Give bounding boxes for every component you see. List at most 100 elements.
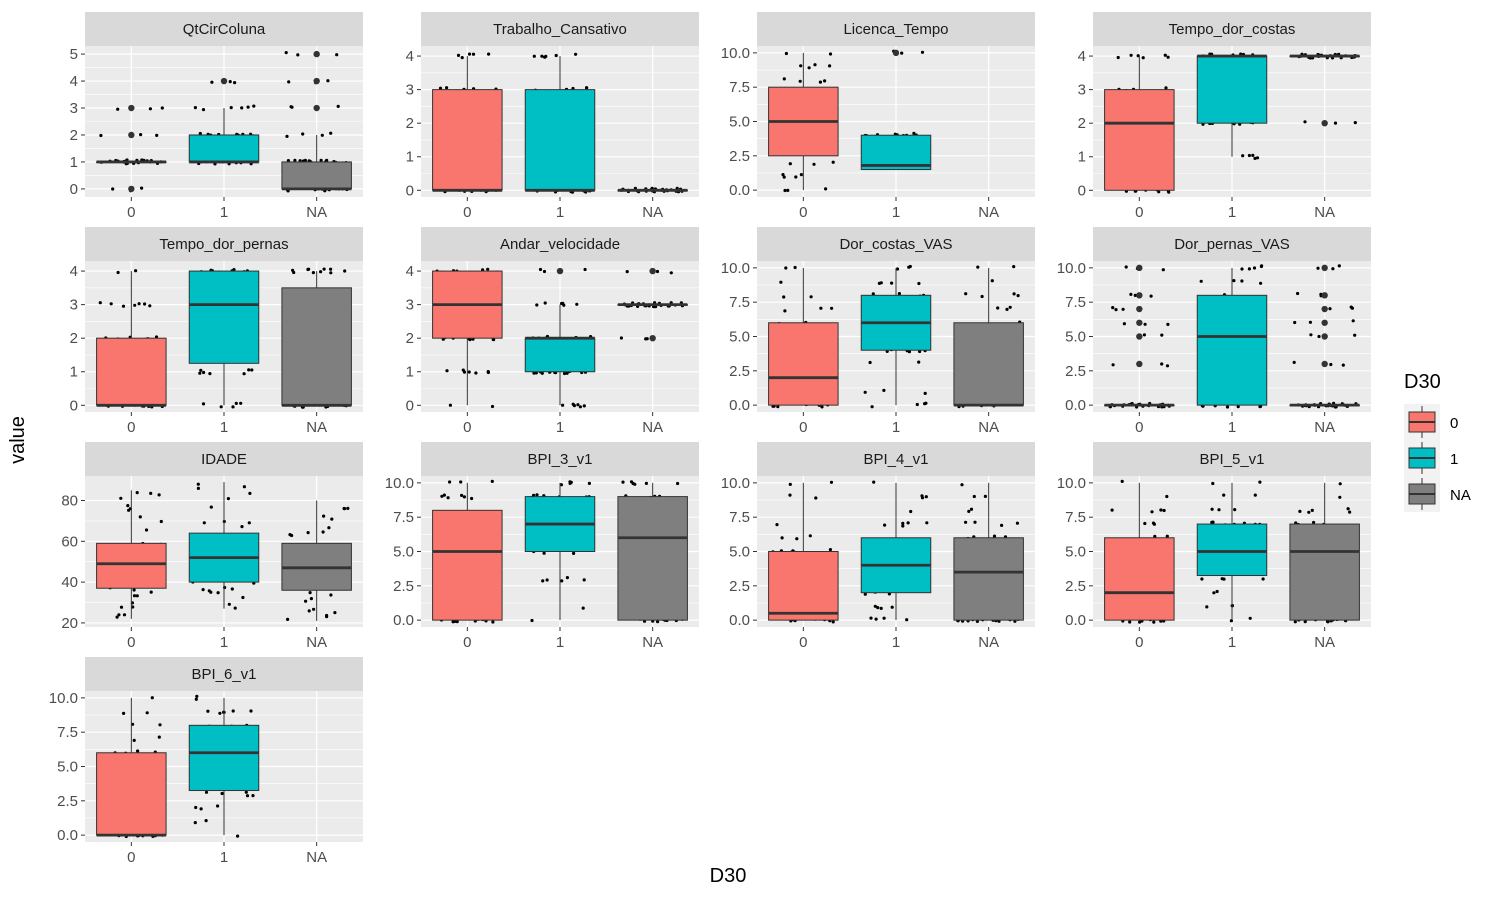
jitter-point	[560, 301, 564, 306]
box-rect	[1196, 55, 1268, 124]
jitter-point	[1307, 510, 1311, 514]
jitter-point	[1292, 360, 1296, 364]
jitter-point	[325, 158, 329, 162]
jitter-point	[116, 107, 120, 111]
box-rect	[281, 161, 352, 190]
jitter-point	[204, 790, 209, 794]
jitter-point	[1308, 320, 1312, 324]
jitter-point	[1005, 307, 1009, 311]
jitter-point	[285, 134, 289, 138]
jitter-point	[543, 301, 547, 305]
jitter-point	[1000, 523, 1004, 528]
jitter-point	[320, 133, 324, 137]
jitter-point	[1296, 291, 1300, 296]
jitter-point	[1229, 619, 1233, 623]
y-tick-label: 0	[406, 397, 414, 414]
jitter-point	[195, 694, 199, 699]
jitter-point	[448, 480, 452, 484]
jitter-point	[1233, 508, 1237, 512]
jitter-point	[249, 709, 253, 713]
strip-label: IDADE	[201, 451, 247, 468]
x-tick-label: NA	[978, 204, 999, 221]
outlier-point	[556, 267, 564, 275]
x-tick-label: NA	[1314, 419, 1335, 436]
x-tick-label: 0	[799, 634, 807, 651]
jitter-point	[1259, 281, 1263, 285]
x-tick-label: 1	[1228, 204, 1236, 221]
jitter-point	[1248, 616, 1252, 620]
jitter-point	[1160, 333, 1164, 337]
jitter-point	[879, 606, 883, 611]
y-tick-label: 3	[406, 82, 414, 99]
outlier-point	[1136, 292, 1143, 299]
jitter-point	[330, 517, 334, 521]
y-tick-label: 10.0	[721, 260, 750, 277]
jitter-point	[890, 605, 894, 609]
x-tick-label: 0	[799, 419, 807, 436]
strip-background	[85, 227, 363, 261]
jitter-point	[138, 515, 142, 519]
jitter-point	[158, 723, 162, 727]
box-BPI_5_v1-NA	[1289, 482, 1360, 624]
jitter-point	[1016, 294, 1020, 298]
jitter-point	[1142, 333, 1146, 337]
jitter-point	[780, 536, 784, 540]
jitter-point	[530, 618, 534, 623]
jitter-point	[581, 606, 585, 610]
jitter-point	[874, 617, 878, 621]
y-tick-label: 10.0	[721, 45, 750, 62]
jitter-point	[148, 304, 152, 308]
box-rect	[188, 134, 260, 163]
box-Dor_costas_VAS-0	[768, 265, 839, 409]
jitter-point	[1152, 620, 1156, 624]
x-tick-label: 1	[556, 419, 564, 436]
jitter-point	[1163, 53, 1167, 57]
jitter-point	[1258, 480, 1262, 484]
x-tick-label: 0	[1135, 204, 1143, 221]
y-tick-label: 0.0	[57, 827, 78, 844]
outlier-point	[1321, 360, 1328, 368]
facet-panel-BPI_6_v1: BPI_6_v1 0.0 2.5 5.0 7.5 10.0 0 1 NA	[49, 657, 363, 866]
jitter-point	[1129, 292, 1133, 296]
jitter-point	[135, 594, 139, 598]
x-tick-label: 0	[799, 204, 807, 221]
jitter-point	[782, 175, 786, 179]
y-tick-label: 10.0	[385, 475, 414, 492]
jitter-point	[234, 401, 238, 405]
legend: D30 0 1 NA	[1404, 371, 1471, 512]
jitter-point	[133, 303, 137, 307]
jitter-point	[1333, 121, 1338, 125]
jitter-point	[799, 173, 804, 177]
y-tick-label: 2	[1078, 115, 1086, 132]
box-BPI_4_v1-0	[768, 480, 839, 624]
jitter-point	[204, 819, 208, 823]
jitter-point	[226, 497, 230, 501]
jitter-point	[159, 519, 163, 524]
jitter-point	[140, 186, 144, 190]
strip-label: QtCirColuna	[183, 21, 266, 38]
jitter-point	[246, 105, 250, 109]
jitter-point	[115, 615, 119, 619]
box-Dor_costas_VAS-NA	[953, 265, 1024, 409]
outlier-point	[128, 104, 135, 112]
jitter-point	[117, 613, 121, 617]
box-QtCirColuna-0	[96, 104, 167, 193]
jitter-point	[983, 494, 988, 498]
jitter-point	[122, 711, 126, 716]
jitter-point	[583, 267, 587, 272]
jitter-point	[909, 509, 913, 514]
jitter-point	[248, 491, 252, 495]
jitter-point	[210, 80, 214, 84]
y-tick-label: 2	[406, 115, 414, 132]
jitter-point	[1143, 322, 1147, 326]
jitter-point	[619, 336, 624, 340]
x-tick-label: NA	[642, 634, 663, 651]
jitter-point	[1349, 305, 1353, 309]
box-rect	[96, 337, 167, 406]
jitter-point	[784, 51, 789, 56]
jitter-point	[329, 131, 333, 135]
y-tick-label: 7.5	[729, 509, 750, 526]
facet-panel-IDADE: IDADE 20 40 60 80 0 1 NA	[61, 442, 363, 651]
jitter-point	[309, 597, 313, 601]
jitter-point	[325, 613, 329, 618]
